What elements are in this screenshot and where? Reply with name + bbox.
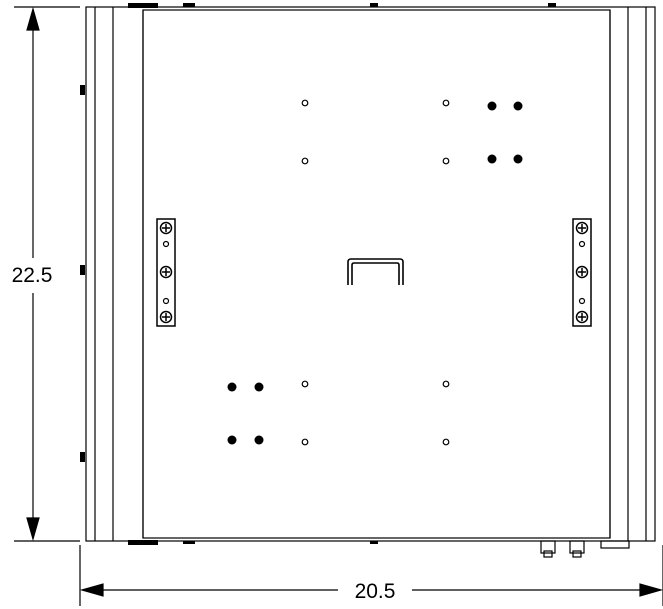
- mount-hole: [442, 438, 450, 446]
- right-bracket: [572, 218, 592, 327]
- screw-head: [513, 154, 523, 164]
- mount-hole: [301, 157, 309, 165]
- mount-hole: [442, 157, 450, 165]
- bottom-port: [569, 540, 585, 554]
- height-label: 22.5: [12, 264, 53, 287]
- top-connector: [128, 3, 158, 8]
- mount-hole: [442, 380, 450, 388]
- center-panel: [142, 9, 611, 539]
- mount-hole: [301, 99, 309, 107]
- screw-head: [227, 435, 237, 445]
- mount-hole: [301, 380, 309, 388]
- screw-head: [254, 435, 264, 445]
- screw-head: [487, 101, 497, 111]
- screw-head: [487, 154, 497, 164]
- bottom-connector: [128, 540, 158, 545]
- bottom-port: [600, 540, 630, 549]
- mount-hole: [301, 438, 309, 446]
- screw-head: [227, 382, 237, 392]
- height-dimension: [14, 6, 80, 542]
- width-label: 20.5: [355, 580, 396, 603]
- screw-head: [254, 382, 264, 392]
- center-handle: [347, 258, 404, 285]
- bottom-port: [540, 540, 556, 554]
- width-dimension: [79, 545, 663, 606]
- left-bracket: [156, 218, 176, 327]
- screw-head: [513, 101, 523, 111]
- mount-hole: [442, 99, 450, 107]
